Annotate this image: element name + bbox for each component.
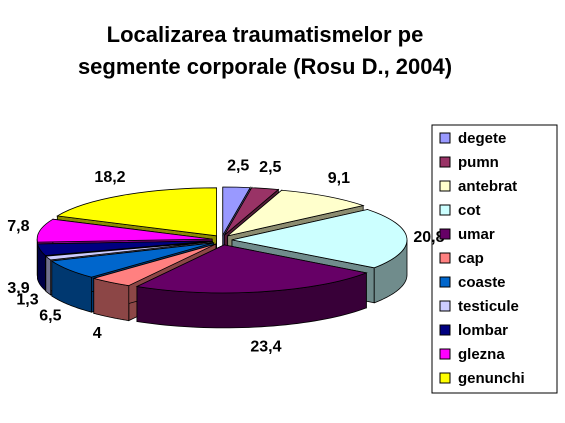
- slice-top: [36, 218, 213, 243]
- data-label: 2,5: [259, 159, 281, 176]
- chart-title: segmente corporale (Rosu D., 2004): [78, 54, 452, 79]
- data-label: 3,9: [7, 280, 29, 297]
- legend-label: genunchi: [458, 370, 525, 387]
- legend-label: coaste: [458, 274, 506, 291]
- data-label: 6,5: [39, 308, 61, 325]
- legend-swatch: [439, 132, 451, 144]
- slice-top: [222, 186, 251, 237]
- legend-swatch: [439, 228, 451, 240]
- legend-label: pumn: [458, 154, 499, 171]
- legend-label: lombar: [458, 322, 508, 339]
- data-label: 2,5: [227, 157, 249, 174]
- legend-swatch: [439, 372, 451, 384]
- legend-swatch: [439, 180, 451, 192]
- slice-top: [56, 187, 217, 237]
- slice-top: [227, 189, 365, 237]
- data-label: 1,3: [16, 292, 38, 309]
- slice-wall: [45, 255, 52, 296]
- legend-label: testicule: [458, 298, 519, 315]
- slice-top: [37, 240, 213, 256]
- data-label: 23,4: [250, 339, 281, 356]
- data-label: 4: [93, 325, 102, 342]
- slice-top: [50, 242, 214, 278]
- legend-swatch: [439, 276, 451, 288]
- slice-top: [223, 187, 280, 236]
- legend-label: cot: [458, 202, 481, 219]
- chart-title: Localizarea traumatismelor pe: [107, 22, 424, 47]
- data-label: 20,8: [413, 229, 444, 246]
- slice-top: [92, 243, 217, 287]
- legend-swatch: [439, 252, 451, 264]
- legend-swatch: [439, 300, 451, 312]
- legend-label: degete: [458, 130, 506, 147]
- pie: [36, 186, 408, 329]
- slice-top: [231, 209, 408, 269]
- slice-top: [135, 244, 368, 294]
- slice-top: [44, 241, 213, 261]
- legend-swatch: [439, 324, 451, 336]
- legend-box: [431, 124, 558, 394]
- legend-swatch: [439, 348, 451, 360]
- legend-label: umar: [458, 226, 495, 243]
- legend-swatch: [439, 156, 451, 168]
- legend-swatch: [439, 204, 451, 216]
- data-label: 18,2: [94, 169, 125, 186]
- legend-label: glezna: [458, 346, 505, 363]
- data-label: 7,8: [7, 218, 29, 235]
- legend-label: cap: [458, 250, 484, 267]
- data-label: 9,1: [328, 170, 350, 187]
- legend-label: antebrat: [458, 178, 517, 195]
